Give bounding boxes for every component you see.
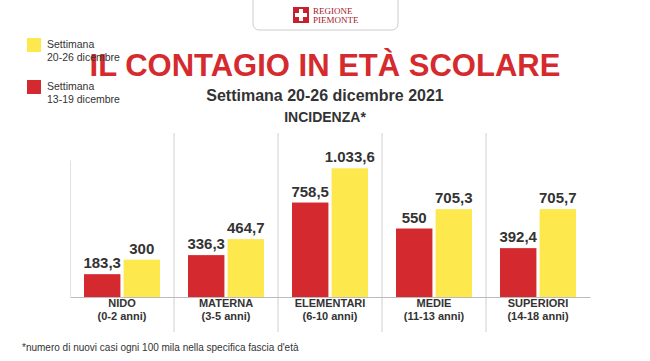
bar — [396, 229, 432, 298]
data-label: 300 — [129, 240, 154, 257]
x-axis: NIDO(0-2 anni) MATERNA(3-5 anni) ELEMENTAR… — [71, 297, 591, 322]
bar — [292, 203, 328, 297]
logo-box — [253, 0, 398, 30]
bar — [188, 255, 224, 297]
text-line: MEDIE — [417, 297, 452, 309]
chart: REGIONEPIEMONTE IL CONTAGIO IN ETÀ SCOLAR… — [0, 0, 650, 361]
separator — [278, 133, 279, 332]
x-tick: SUPERIORI(14-18 anni) — [507, 297, 568, 322]
x-tick: MATERNA(3-5 anni) — [199, 297, 253, 322]
text-line: ELEMENTARI — [295, 297, 366, 309]
text-line: (0-2 anni) — [98, 310, 147, 322]
x-tick-label: MATERNA(3-5 anni) — [199, 297, 253, 322]
y-axis-line — [70, 161, 71, 298]
bar — [540, 209, 576, 297]
x-tick-label: ELEMENTARI(6-10 anni) — [295, 297, 366, 322]
footnote: *numero di nuovi casi ogni 100 mila nell… — [22, 342, 299, 353]
separator — [174, 133, 175, 332]
text-line: SUPERIORI — [508, 297, 569, 309]
data-label: 183,3 — [83, 254, 121, 271]
data-label: 550 — [402, 209, 427, 226]
logo-icon — [293, 7, 309, 23]
data-label: 758,5 — [291, 183, 329, 200]
logo-text: REGIONEPIEMONTE — [313, 6, 359, 25]
subtitle: Settimana 20-26 dicembre 2021 — [206, 87, 444, 104]
bar — [436, 209, 472, 297]
data-label: 705,7 — [539, 189, 577, 206]
text-line: NIDO — [108, 297, 136, 309]
logo-cross — [295, 13, 307, 17]
text-line: PIEMONTE — [313, 15, 359, 25]
title: IL CONTAGIO IN ETÀ SCOLARE — [90, 48, 561, 83]
data-label: 464,7 — [227, 219, 265, 236]
legend-label: Settimana20-26 dicembre — [47, 38, 120, 63]
x-tick: ELEMENTARI(6-10 anni) — [295, 297, 366, 322]
bar — [228, 239, 264, 297]
legend: Settimana20-26 dicembreSettimana13-19 di… — [27, 38, 120, 105]
data-label: 1.033,6 — [325, 148, 375, 165]
text-line: Settimana — [47, 38, 94, 50]
legend-swatch — [27, 80, 41, 94]
legend-label: Settimana13-19 dicembre — [47, 80, 120, 105]
legend-swatch — [27, 38, 41, 52]
bar — [124, 260, 160, 297]
x-tick: NIDO(0-2 anni) — [98, 297, 147, 322]
data-label: 705,3 — [435, 189, 473, 206]
text-line: Settimana — [47, 80, 94, 92]
separator — [382, 133, 383, 332]
bar — [84, 274, 120, 297]
bar — [500, 248, 536, 297]
data-label: 336,3 — [187, 235, 225, 252]
text-line: (11-13 anni) — [404, 310, 465, 322]
bar — [332, 168, 368, 297]
text-line: (3-5 anni) — [202, 310, 251, 322]
data-label: 392,4 — [499, 228, 537, 245]
text-line: 20-26 dicembre — [47, 51, 120, 63]
y-axis — [70, 161, 71, 298]
separator — [486, 133, 487, 332]
x-tick-label: NIDO(0-2 anni) — [98, 297, 147, 322]
bars — [84, 168, 576, 297]
data-labels: 183,3 336,3 758,5 550 392,4 300 464,7 1.033,6 70… — [83, 148, 576, 271]
text-line: MATERNA — [199, 297, 253, 309]
x-tick-label: SUPERIORI(14-18 anni) — [507, 297, 568, 322]
text-line: 13-19 dicembre — [47, 93, 120, 105]
x-tick: MEDIE(11-13 anni) — [404, 297, 465, 322]
text-line: (6-10 anni) — [302, 310, 357, 322]
x-tick-label: MEDIE(11-13 anni) — [404, 297, 465, 322]
annotation: INCIDENZA* — [284, 109, 366, 125]
text-line: (14-18 anni) — [507, 310, 568, 322]
